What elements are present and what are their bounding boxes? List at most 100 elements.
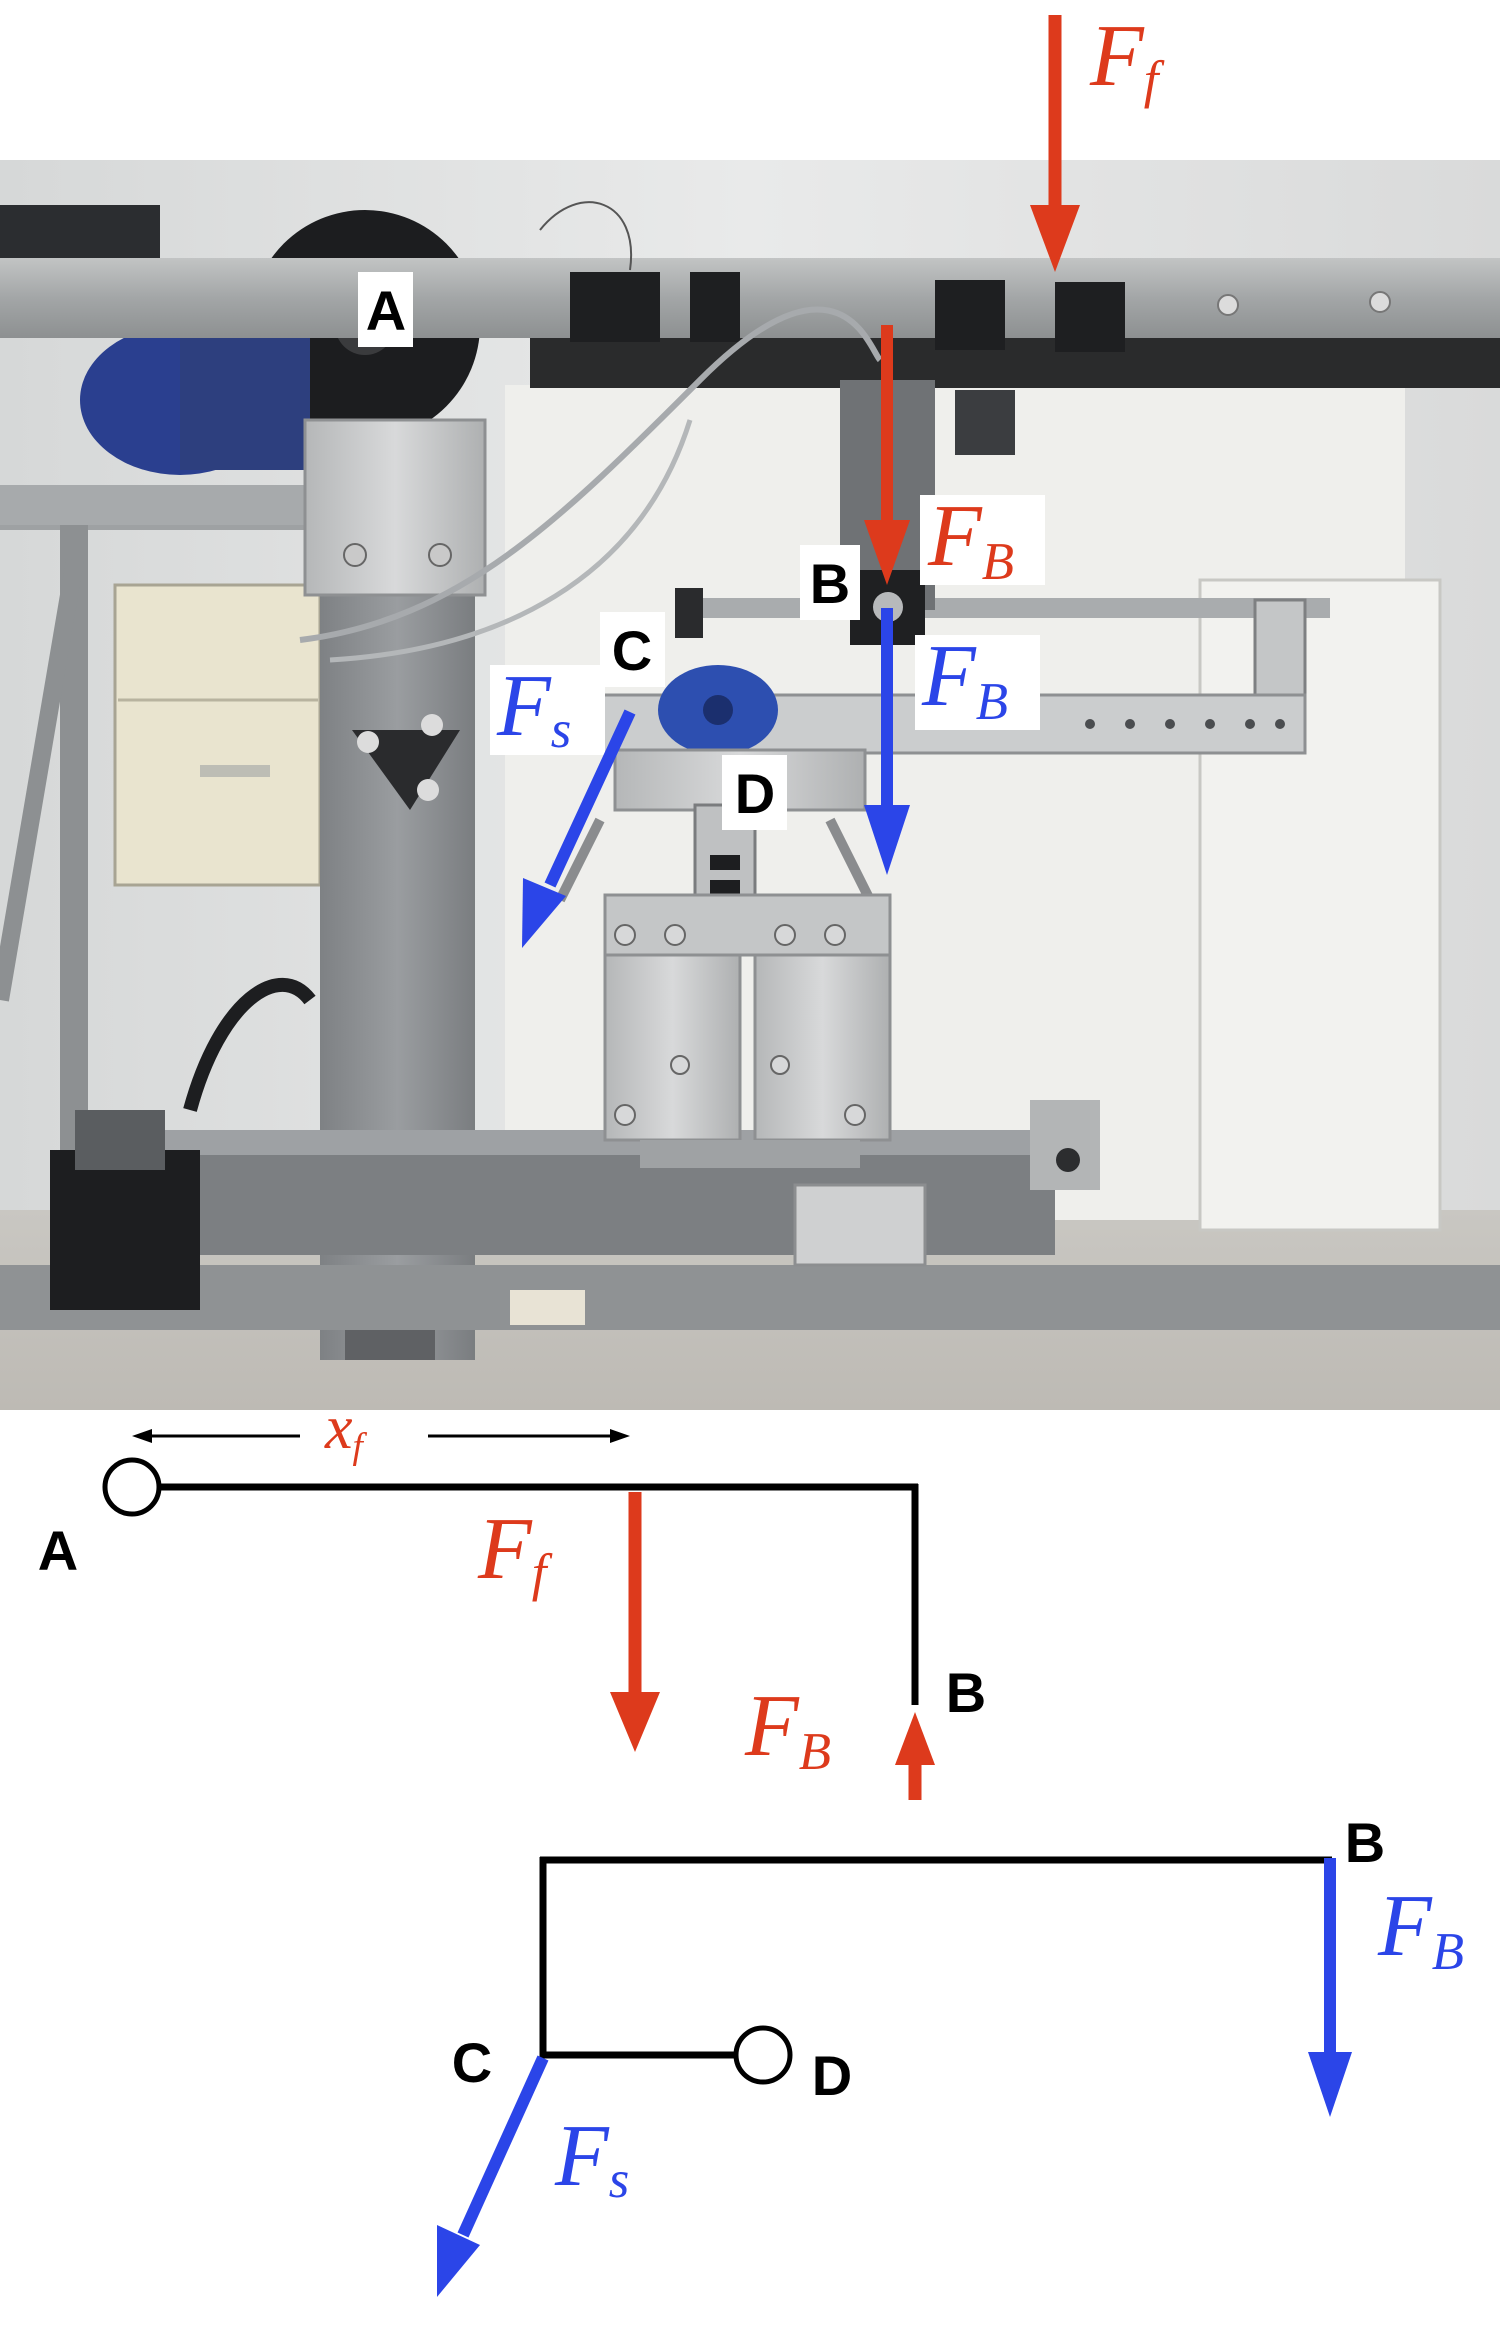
- dimension-xf-main: x: [324, 1394, 353, 1462]
- left-brace: [0, 558, 84, 1002]
- photo-label-C-text: C: [612, 619, 652, 682]
- fbd-lower-FB-main: F: [1377, 1878, 1433, 1975]
- photo-arrow-FB-blue: [864, 608, 910, 875]
- floor-bracket: [793, 1183, 927, 1267]
- fbd-lower: B C D FB Fs: [437, 1811, 1464, 2297]
- fbd-upper-label-A: A: [38, 1519, 78, 1582]
- fbd-upper-arrow-FB: [895, 1712, 935, 1800]
- photo-label-D-text: D: [735, 762, 775, 825]
- photo-label-D: D: [722, 755, 787, 830]
- photo-Ff-sub: f: [1144, 51, 1165, 109]
- rod-mount-left: [675, 588, 703, 638]
- dimension-xf-sub: f: [353, 1426, 368, 1467]
- photo-Ff-label: Ff: [1089, 8, 1165, 109]
- photo-FB-red-main: F: [927, 488, 983, 585]
- photo-Fs-sub: s: [551, 701, 572, 759]
- fbd-upper-FB-label: FB: [744, 1678, 831, 1781]
- photo-label-B: B: [800, 545, 860, 620]
- photo-FB-blue-sub: B: [976, 673, 1008, 731]
- photo-FB-red-label: FB: [927, 488, 1014, 591]
- pivot-D: [733, 2025, 793, 2085]
- arm-holes: [1085, 719, 1285, 729]
- fbd-lower-label-B: B: [1345, 1811, 1385, 1874]
- tape-3: [935, 280, 1005, 350]
- spring-left: [555, 817, 605, 903]
- warning-label: [510, 1290, 585, 1325]
- servo-motor: [50, 1150, 200, 1310]
- fbd-lower-label-C: C: [452, 2031, 492, 2094]
- left-lower-rail: [0, 485, 330, 525]
- fbd-upper-FB-sub: B: [799, 1723, 831, 1781]
- fbd-upper-Ff-main: F: [477, 1501, 533, 1598]
- plate-bolt: [421, 714, 443, 736]
- plate-bolt: [417, 779, 439, 801]
- end-block-hole: [1056, 1148, 1080, 1172]
- photo-label-B-text: B: [810, 552, 850, 615]
- load-block-top-plate: [603, 893, 892, 957]
- photo-Ff-main: F: [1089, 8, 1145, 105]
- base-rail: [0, 1265, 1500, 1330]
- photo-label-Fs-box: [490, 665, 605, 755]
- photo-FB-blue-label: FB: [921, 628, 1008, 731]
- rail-bolt: [1217, 294, 1239, 316]
- rail-bolt: [1369, 291, 1391, 313]
- monitor: [0, 205, 160, 265]
- actuator-cable: [183, 977, 316, 1112]
- bearing-B-center: [873, 592, 903, 622]
- fbd-upper-FB-main: F: [744, 1678, 800, 1775]
- end-block: [1030, 1100, 1100, 1190]
- photo-arrow-Ff: [1030, 15, 1080, 272]
- block-base: [640, 1140, 860, 1168]
- photo-FB-blue-main: F: [921, 628, 977, 725]
- fbd-lower-FB-label: FB: [1377, 1878, 1464, 1981]
- cable: [329, 419, 693, 663]
- cable: [299, 306, 883, 643]
- clamp-bolt: [428, 543, 452, 567]
- fbd-upper-arrow-Ff: [610, 1492, 660, 1752]
- top-rail-shadow: [530, 338, 1500, 388]
- photo-label-C: C: [600, 612, 665, 687]
- fbd-lower-FB-sub: B: [1432, 1923, 1464, 1981]
- fbd-lower-Fs-main: F: [554, 2108, 610, 2205]
- fixture-stem-slot: [710, 880, 740, 895]
- tape-1: [570, 272, 660, 342]
- spring-right: [825, 817, 875, 903]
- fbd-upper-Ff-label: Ff: [477, 1501, 553, 1602]
- servo-connector: [75, 1110, 165, 1170]
- photo-arrow-FB-red: [864, 325, 910, 585]
- tape-2: [690, 272, 740, 342]
- fbd-upper-Ff-sub: f: [532, 1544, 553, 1602]
- fbd-upper: xf A B Ff FB: [38, 1394, 986, 1800]
- photo-arrow-Fs: [522, 709, 636, 948]
- fbd-upper-label-B: B: [946, 1661, 986, 1724]
- photo-label-A-text: A: [366, 279, 406, 342]
- blue-motor-body: [180, 335, 310, 470]
- photo-Fs-main: F: [496, 658, 552, 755]
- blue-bearing-center: [703, 695, 733, 725]
- clamp-bolt: [343, 543, 367, 567]
- fixture-stem-slot: [710, 855, 740, 870]
- white-board-right: [1198, 578, 1442, 1232]
- fbd-lower-arrow-Fs: [437, 2055, 549, 2297]
- hanger-block: [955, 390, 1015, 455]
- photo-Fs-label: Fs: [496, 658, 571, 759]
- guide-rod: [675, 598, 1330, 618]
- fbd-lower-Fs-label: Fs: [554, 2108, 629, 2209]
- photo-label-FB-blue-box: [915, 635, 1040, 730]
- photo-label-FB-red-box: [920, 495, 1045, 585]
- block-bolts: [614, 924, 866, 1126]
- triangle-plate: [352, 730, 460, 810]
- file-cabinet: [113, 583, 322, 887]
- pivot-A: [102, 1457, 162, 1517]
- fbd-lower-label-D: D: [812, 2044, 852, 2107]
- top-rail: [0, 258, 1500, 338]
- fbd-lower-Fs-sub: s: [609, 2151, 630, 2209]
- plate-bolt: [357, 731, 379, 753]
- cabinet-handle: [200, 765, 270, 777]
- cable-wire: [539, 201, 633, 271]
- fbd-lower-arrow-FB: [1308, 1858, 1352, 2117]
- post-clamp: [303, 418, 487, 597]
- tape-4: [1055, 282, 1125, 352]
- photo-label-A: A: [358, 272, 413, 347]
